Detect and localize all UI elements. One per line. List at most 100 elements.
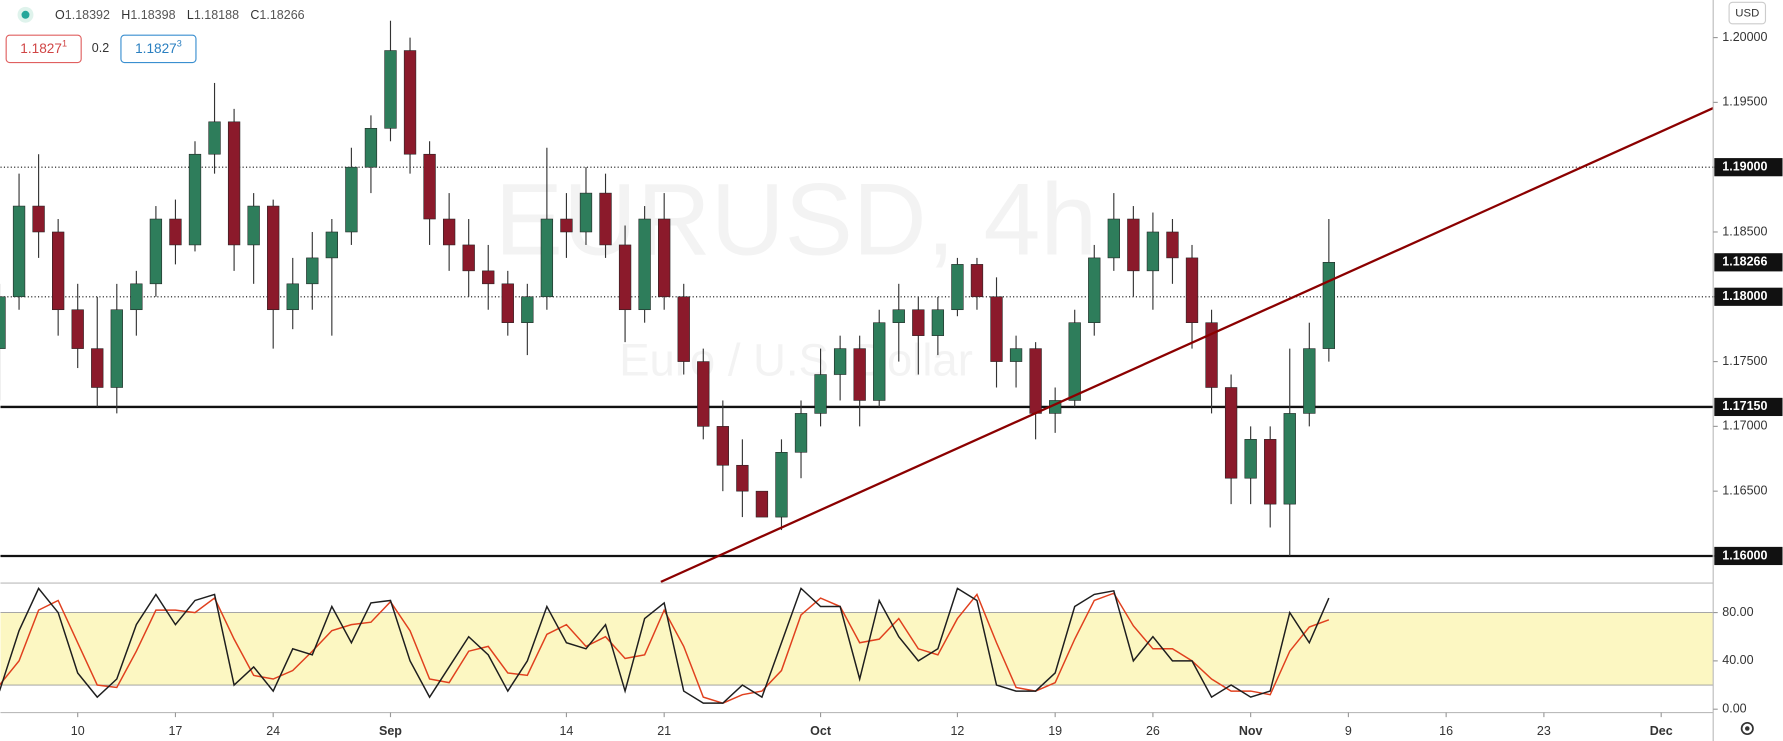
candle-body bbox=[1322, 262, 1336, 349]
candle-body bbox=[1088, 257, 1101, 323]
spread: 0.2 bbox=[92, 41, 109, 55]
x-tick-label: 24 bbox=[266, 724, 280, 738]
band bbox=[0, 612, 1714, 686]
x-tick-label: Sep bbox=[379, 724, 402, 738]
x-tick-label: 17 bbox=[168, 724, 182, 738]
currency-box[interactable] bbox=[1728, 1, 1767, 25]
candle-body bbox=[286, 283, 299, 311]
bid-pip: 1 bbox=[62, 39, 67, 49]
candle-body bbox=[1264, 439, 1277, 505]
x-tick-label: Nov bbox=[1239, 724, 1263, 738]
level-label-bg bbox=[1714, 158, 1783, 177]
watermark-sub: Euro / U.S. Dollar bbox=[619, 335, 973, 386]
candle-body bbox=[1009, 348, 1023, 362]
candle-body bbox=[71, 309, 84, 349]
ask-pip: 3 bbox=[177, 39, 182, 49]
candle-body bbox=[91, 348, 104, 388]
candle-body bbox=[52, 231, 65, 311]
currency: USD bbox=[1735, 8, 1759, 20]
candle-body bbox=[32, 205, 45, 233]
candle-body bbox=[677, 296, 690, 362]
bid-main: 1.1827 bbox=[20, 40, 62, 55]
candle-body bbox=[560, 218, 573, 233]
status-dot bbox=[21, 10, 30, 19]
candle-body bbox=[12, 205, 26, 298]
x-tick-label: 12 bbox=[950, 724, 964, 738]
candle-body bbox=[267, 205, 280, 311]
level-label-bg bbox=[1714, 546, 1783, 566]
ask-main: 1.1827 bbox=[135, 40, 177, 55]
ohlc-label: H bbox=[121, 8, 130, 22]
candle-body bbox=[892, 309, 905, 323]
ohlc-value: 1.18266 bbox=[259, 8, 304, 22]
ask: 1.18273 bbox=[135, 39, 182, 56]
candle-body bbox=[442, 218, 456, 246]
ask-box[interactable] bbox=[120, 34, 197, 64]
y-tick-label: 1.19500 bbox=[1722, 95, 1767, 109]
ohlc-label: L bbox=[187, 8, 194, 22]
ohlc-label: O bbox=[55, 8, 65, 22]
candle-body bbox=[306, 257, 319, 285]
stoch-line bbox=[0, 592, 1330, 704]
candle-body bbox=[403, 50, 417, 155]
candle-body bbox=[325, 231, 338, 259]
candle-body bbox=[110, 309, 123, 388]
candle-body bbox=[814, 374, 827, 414]
ohlc-label: C bbox=[250, 8, 259, 22]
y-tick-label: 1.17500 bbox=[1722, 354, 1767, 368]
candle-body bbox=[990, 296, 1003, 362]
candle-body bbox=[169, 218, 182, 246]
y-tick-label: 80.00 bbox=[1722, 605, 1753, 619]
candle-body bbox=[716, 426, 729, 466]
last-price-label: 1.18266 bbox=[1722, 255, 1767, 269]
candle-body bbox=[1244, 439, 1257, 479]
candle-body bbox=[130, 283, 143, 311]
candle-body bbox=[345, 166, 358, 233]
price-pane bbox=[0, 20, 1714, 583]
level-label-bg bbox=[1714, 397, 1783, 417]
y-tick-label: 0.00 bbox=[1722, 702, 1746, 716]
candle-body bbox=[227, 121, 241, 246]
candle-body bbox=[384, 50, 397, 129]
candle-body bbox=[247, 205, 260, 246]
x-tick-label: 14 bbox=[559, 724, 573, 738]
stoch-line bbox=[0, 587, 1330, 704]
y-tick-label: 1.20000 bbox=[1722, 30, 1767, 44]
ohlc-legend: O1.18392 H1.18398 L1.18188 C1.18266 bbox=[55, 8, 305, 22]
candle-body bbox=[1283, 413, 1296, 505]
candle-body bbox=[755, 490, 769, 518]
candle-body bbox=[462, 244, 475, 272]
candle-body bbox=[873, 322, 886, 401]
watermark: EURUSD, 4h bbox=[495, 161, 1097, 276]
candle-body bbox=[1146, 231, 1160, 272]
candle-body bbox=[912, 309, 925, 336]
y-tick-label: 1.16500 bbox=[1722, 483, 1767, 497]
candle-body bbox=[501, 283, 514, 323]
candle-body bbox=[149, 218, 163, 285]
bid-box[interactable] bbox=[5, 34, 82, 64]
y-tick-label: 1.18500 bbox=[1722, 224, 1767, 238]
candle-body bbox=[540, 218, 554, 298]
candle-body bbox=[1107, 218, 1120, 259]
candle-body bbox=[208, 121, 221, 155]
candle-body bbox=[951, 264, 964, 311]
candle-body bbox=[599, 192, 612, 246]
candle-body bbox=[579, 192, 593, 233]
candle-body bbox=[618, 244, 632, 311]
y-tick-label: 40.00 bbox=[1722, 653, 1753, 667]
candle-body bbox=[1205, 322, 1218, 388]
candle-body bbox=[1303, 348, 1316, 414]
candle-body bbox=[736, 464, 749, 492]
x-tick-label: Oct bbox=[810, 724, 832, 738]
last-price-bg bbox=[1714, 253, 1783, 272]
candle-body bbox=[794, 413, 808, 453]
candle-body bbox=[364, 128, 378, 168]
candle-body bbox=[188, 153, 202, 246]
x-tick-label: 21 bbox=[657, 724, 671, 738]
candle-body bbox=[482, 270, 495, 285]
settings-icon[interactable] bbox=[1740, 721, 1754, 736]
candle-body bbox=[697, 361, 710, 427]
x-tick-label: 9 bbox=[1345, 724, 1352, 738]
